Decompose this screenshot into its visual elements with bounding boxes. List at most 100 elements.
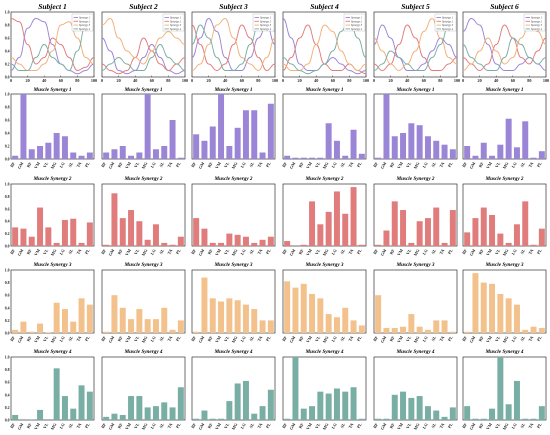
muscle-label: PL: [84, 248, 91, 255]
muscle-label: TA: [166, 161, 173, 168]
muscle-label: RF: [25, 248, 32, 256]
activation-curve: [10, 18, 95, 75]
bar: [169, 329, 176, 333]
muscle-label: VL: [42, 248, 49, 256]
muscle-label: VM: [33, 161, 41, 170]
synergy-title: Muscle Synergy 1: [484, 87, 523, 93]
y-tick-label: 1.0: [5, 183, 10, 187]
bar: [350, 387, 357, 420]
legend-label: Synergy 4: [79, 28, 91, 31]
subject-title: Subject 1: [38, 2, 67, 11]
bar: [201, 140, 208, 159]
activation-curve: [462, 24, 547, 71]
muscle-label: BF: [190, 422, 197, 430]
muscle-label: TA: [166, 335, 173, 342]
muscle-label: PL: [447, 422, 454, 429]
bar: [20, 228, 27, 246]
legend-box: [162, 13, 185, 32]
bar: [441, 416, 448, 420]
bar: [333, 140, 340, 159]
legend-label: Synergy 1: [531, 17, 543, 20]
bar: [226, 233, 233, 246]
bar: [489, 283, 496, 333]
muscle-label: TA: [75, 248, 82, 255]
muscle-label: SL: [158, 422, 165, 429]
muscle-label: VM: [214, 248, 222, 257]
bar: [234, 300, 241, 333]
bar: [383, 418, 390, 420]
legend-label: Synergy 2: [170, 20, 182, 23]
legend-label: Synergy 1: [351, 17, 363, 20]
muscle-label: TA: [256, 335, 263, 342]
synergy-panel: Muscle Synergy 4 BF GM RF VM VL MG LG SL TA PL: [461, 349, 547, 431]
muscle-label: LG: [58, 421, 66, 429]
muscle-label: GM: [468, 422, 476, 431]
bar: [342, 391, 349, 420]
bar: [383, 327, 390, 333]
synergy-title: Muscle Synergy 2: [123, 176, 162, 182]
x-tick-label: 60: [331, 78, 335, 83]
x-tick-label: 20: [207, 78, 211, 83]
activation-curve: [101, 37, 186, 75]
muscle-label: GM: [107, 161, 115, 170]
bar: [70, 218, 77, 246]
y-tick-label: 0.8: [5, 24, 10, 28]
muscle-label: TA: [75, 422, 82, 429]
bar: [37, 409, 44, 420]
muscle-label: RF: [206, 248, 213, 256]
bar: [128, 396, 135, 420]
muscle-label: VM: [33, 422, 41, 431]
y-tick-label: 0.6: [5, 381, 10, 385]
muscle-label: LG: [421, 247, 429, 255]
muscle-label: TA: [256, 248, 263, 255]
y-tick-label: 0.2: [5, 406, 10, 410]
x-tick-label: 80: [527, 78, 531, 83]
x-tick-label: 20: [298, 78, 302, 83]
bar: [259, 320, 266, 333]
bar: [489, 155, 496, 159]
synergy-title: Muscle Synergy 4: [484, 349, 523, 355]
bar: [284, 418, 291, 420]
panel-frame: [282, 269, 367, 334]
synergy-panel: Muscle Synergy 2 BF GM RF VM VL MG LG SL TA PL: [190, 176, 276, 257]
muscle-label: RF: [297, 335, 304, 343]
muscle-label: MG: [413, 247, 421, 256]
muscle-label: GM: [288, 161, 296, 170]
muscle-label: VL: [405, 248, 412, 256]
muscle-label: VL: [494, 161, 501, 169]
muscle-label: VL: [42, 422, 49, 430]
muscle-label: RF: [477, 248, 484, 256]
bar: [480, 282, 487, 333]
legend-label: Synergy 3: [260, 24, 272, 27]
y-tick-label: 0.6: [5, 207, 10, 211]
bar: [242, 236, 249, 246]
bar: [111, 413, 118, 420]
legend-box: [252, 13, 275, 32]
bar: [209, 298, 216, 333]
synergy-title: Muscle Synergy 4: [123, 349, 162, 355]
bar: [309, 293, 316, 333]
y-tick-label: 0.4: [5, 50, 10, 54]
bar: [267, 320, 274, 333]
bar: [383, 230, 390, 246]
panel-frame: [373, 269, 458, 334]
muscle-label: PL: [356, 335, 363, 342]
x-tick-label: 100: [363, 78, 369, 83]
bar: [86, 391, 93, 420]
muscle-label: BF: [281, 161, 288, 169]
muscle-label: BF: [190, 248, 197, 256]
muscle-label: TA: [347, 335, 354, 342]
muscle-label: TA: [527, 422, 534, 429]
muscle-label: BF: [100, 422, 107, 430]
muscle-label: LG: [239, 334, 247, 342]
panel-frame: [10, 356, 95, 421]
synergy-panel: Muscle Synergy 3 BF GM RF VM VL MG LG SL TA PL: [372, 262, 458, 344]
bar: [251, 110, 258, 159]
x-tick-label: 40: [494, 78, 498, 83]
bar: [441, 144, 448, 159]
bar: [391, 327, 398, 333]
activation-curve: [462, 37, 547, 71]
muscle-label: VM: [214, 161, 222, 170]
